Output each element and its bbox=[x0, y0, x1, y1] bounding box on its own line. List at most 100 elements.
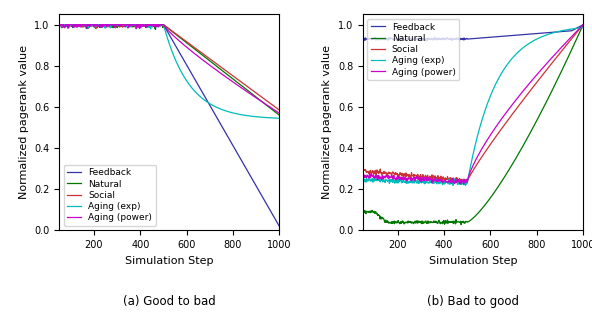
Natural bbox=[221, 71, 229, 75]
Feedback bbox=[221, 130, 229, 133]
Aging (power) bbox=[221, 74, 229, 78]
Line: Natural: Natural bbox=[59, 25, 279, 115]
Aging (exp) bbox=[526, 42, 533, 45]
Aging (exp) bbox=[490, 88, 497, 92]
Social bbox=[459, 182, 466, 186]
Feedback bbox=[580, 23, 587, 27]
Feedback bbox=[526, 32, 533, 36]
Social bbox=[186, 42, 193, 46]
Feedback bbox=[95, 23, 102, 27]
Social bbox=[112, 23, 120, 27]
Aging (power) bbox=[112, 23, 120, 27]
Aging (exp) bbox=[507, 59, 514, 62]
Aging (power) bbox=[416, 178, 423, 182]
Social bbox=[459, 178, 466, 182]
Natural bbox=[276, 113, 283, 117]
Natural bbox=[56, 23, 63, 27]
Social bbox=[222, 68, 229, 72]
Line: Feedback: Feedback bbox=[363, 25, 583, 41]
Social bbox=[526, 90, 533, 94]
Aging (power) bbox=[526, 82, 533, 86]
Line: Aging (exp): Aging (exp) bbox=[363, 28, 583, 185]
Natural bbox=[359, 210, 366, 213]
Aging (exp) bbox=[95, 23, 102, 27]
Legend: Feedback, Natural, Social, Aging (exp), Aging (power): Feedback, Natural, Social, Aging (exp), … bbox=[368, 19, 459, 80]
Social bbox=[398, 172, 406, 175]
Aging (exp) bbox=[580, 26, 587, 29]
Natural bbox=[202, 56, 210, 60]
Aging (power) bbox=[185, 47, 192, 51]
Social bbox=[580, 23, 587, 27]
Line: Aging (power): Aging (power) bbox=[363, 25, 583, 184]
Line: Feedback: Feedback bbox=[59, 25, 279, 226]
Social bbox=[156, 23, 163, 27]
Social bbox=[203, 54, 210, 58]
Natural bbox=[526, 133, 533, 137]
Aging (exp) bbox=[398, 180, 406, 184]
Social bbox=[416, 174, 423, 178]
Feedback bbox=[155, 25, 162, 29]
Social bbox=[56, 23, 63, 27]
Aging (exp) bbox=[203, 100, 210, 103]
Aging (exp) bbox=[222, 109, 229, 113]
Aging (exp) bbox=[56, 24, 63, 28]
Aging (power) bbox=[490, 129, 497, 133]
Natural bbox=[490, 192, 497, 196]
Y-axis label: Normalized pagerank value: Normalized pagerank value bbox=[322, 45, 332, 199]
Aging (exp) bbox=[156, 23, 163, 27]
Aging (power) bbox=[580, 23, 587, 27]
Natural bbox=[95, 24, 102, 28]
Text: (a) Good to bad: (a) Good to bad bbox=[123, 295, 215, 308]
Aging (power) bbox=[276, 111, 283, 115]
Feedback bbox=[459, 36, 466, 40]
Line: Social: Social bbox=[59, 25, 279, 110]
X-axis label: Simulation Step: Simulation Step bbox=[125, 256, 214, 266]
Aging (exp) bbox=[56, 23, 63, 27]
Aging (exp) bbox=[449, 183, 456, 187]
Legend: Feedback, Natural, Social, Aging (exp), Aging (power): Feedback, Natural, Social, Aging (exp), … bbox=[64, 164, 156, 226]
Feedback bbox=[185, 67, 192, 71]
Aging (exp) bbox=[459, 178, 466, 182]
Feedback bbox=[56, 23, 63, 27]
Feedback bbox=[398, 36, 406, 40]
Aging (exp) bbox=[186, 83, 193, 86]
Feedback bbox=[422, 39, 429, 43]
Aging (power) bbox=[155, 23, 162, 27]
Social bbox=[56, 26, 63, 29]
Social bbox=[95, 24, 102, 28]
Aging (exp) bbox=[112, 23, 120, 27]
Text: (b) Bad to good: (b) Bad to good bbox=[427, 295, 519, 308]
Feedback bbox=[202, 97, 210, 101]
Line: Natural: Natural bbox=[363, 25, 583, 225]
Natural bbox=[112, 25, 120, 29]
Natural bbox=[416, 220, 423, 224]
Y-axis label: Normalized pagerank value: Normalized pagerank value bbox=[18, 45, 28, 199]
Aging (exp) bbox=[416, 179, 423, 183]
Natural bbox=[458, 223, 465, 227]
Line: Aging (power): Aging (power) bbox=[59, 25, 279, 113]
Social bbox=[507, 115, 514, 119]
Aging (power) bbox=[95, 24, 102, 28]
Social bbox=[276, 108, 283, 112]
Aging (power) bbox=[507, 105, 514, 109]
Line: Social: Social bbox=[363, 25, 583, 184]
Social bbox=[359, 170, 366, 173]
Feedback bbox=[490, 35, 497, 39]
X-axis label: Simulation Step: Simulation Step bbox=[429, 256, 517, 266]
Aging (power) bbox=[398, 176, 406, 180]
Aging (power) bbox=[56, 23, 63, 27]
Natural bbox=[185, 43, 192, 46]
Aging (power) bbox=[202, 61, 210, 65]
Feedback bbox=[416, 37, 423, 41]
Aging (exp) bbox=[276, 116, 283, 120]
Natural bbox=[580, 23, 587, 27]
Feedback bbox=[359, 37, 366, 41]
Line: Aging (exp): Aging (exp) bbox=[59, 25, 279, 118]
Natural bbox=[507, 166, 514, 170]
Natural bbox=[398, 221, 406, 225]
Natural bbox=[155, 23, 162, 27]
Feedback bbox=[507, 34, 514, 38]
Feedback bbox=[276, 224, 283, 228]
Natural bbox=[459, 219, 466, 223]
Aging (power) bbox=[359, 177, 366, 181]
